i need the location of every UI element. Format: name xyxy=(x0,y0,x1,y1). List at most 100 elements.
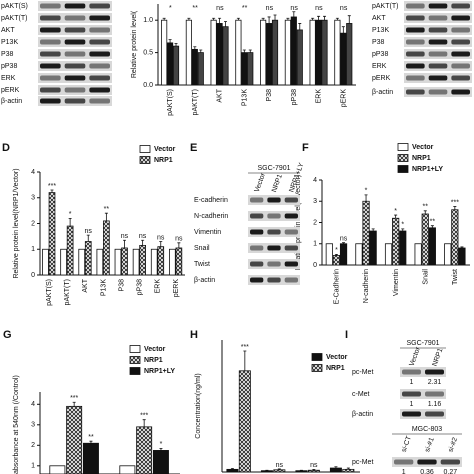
bar xyxy=(421,213,429,266)
blot-band xyxy=(425,369,444,375)
error-bar xyxy=(242,49,246,53)
error-bar xyxy=(460,246,464,248)
blot-band xyxy=(284,229,298,235)
blot-band xyxy=(40,27,61,33)
bar xyxy=(48,192,56,276)
blot-band xyxy=(40,3,61,9)
legend-swatch xyxy=(129,356,141,364)
significance: ns xyxy=(175,236,183,243)
blot-band xyxy=(428,63,448,69)
legend-label: NRP1+LY xyxy=(412,166,443,173)
bar xyxy=(191,48,198,86)
blot-quantification: 1 xyxy=(402,469,406,474)
bar xyxy=(369,230,377,266)
bar xyxy=(355,243,363,266)
bar xyxy=(167,42,174,86)
blot-band xyxy=(451,15,470,21)
x-tick-label: Twist xyxy=(452,269,459,285)
bar xyxy=(238,370,251,473)
x-tick-label: AKT xyxy=(82,278,89,292)
significance: *** xyxy=(241,344,249,351)
error-bar xyxy=(224,21,228,27)
legend-label: NRP1 xyxy=(144,357,163,364)
legend-label: NRP1 xyxy=(412,155,431,162)
bar xyxy=(414,243,422,266)
blot-band xyxy=(406,27,425,33)
bar xyxy=(152,450,169,474)
y-tick-label: 0 xyxy=(31,272,35,279)
bar xyxy=(392,217,400,266)
error-bar xyxy=(430,225,434,228)
bar xyxy=(271,19,279,86)
error-bar xyxy=(159,447,163,451)
blot-row-label: AKT xyxy=(372,15,386,22)
y-axis-label: Relative protein level(NRP1/Vector) xyxy=(13,168,20,278)
blot-band xyxy=(64,27,86,33)
bar xyxy=(260,470,273,473)
panel-label: G xyxy=(3,329,12,341)
legend-swatch xyxy=(311,364,323,372)
blot-row-label: pP38 xyxy=(372,51,388,58)
blot-row-label: P13K xyxy=(1,39,18,46)
blot-row-label: AKT xyxy=(1,27,15,34)
blot-band xyxy=(284,277,298,283)
bar xyxy=(66,405,83,474)
blot-row-label: β-actin xyxy=(352,411,373,418)
bar xyxy=(290,16,297,86)
bar xyxy=(139,244,146,276)
error-bar xyxy=(334,253,338,256)
significance: *** xyxy=(48,183,56,190)
y-tick-label: 4 xyxy=(313,177,317,184)
y-axis-label: ative absorbance at 540nm (/Control) xyxy=(13,375,20,474)
blot-quantification: 1 xyxy=(410,379,414,386)
x-tick-label: E-Cadherin xyxy=(334,269,341,305)
bar xyxy=(119,465,136,474)
error-bar xyxy=(323,15,327,21)
significance: ns xyxy=(340,236,348,243)
bar xyxy=(339,243,348,266)
blot-background xyxy=(400,409,446,419)
legend-label: Vector xyxy=(326,354,348,361)
blot-band xyxy=(402,391,421,397)
panel-label: H xyxy=(190,329,198,341)
blot-band xyxy=(428,75,448,81)
blot-column-label: si-#1 xyxy=(424,437,436,454)
blot-band xyxy=(64,51,86,57)
blot-band xyxy=(402,369,421,375)
bar xyxy=(384,243,393,266)
error-bar xyxy=(347,15,351,24)
blot-band xyxy=(406,75,425,81)
x-tick-label: pAKT(T) xyxy=(192,89,199,115)
x-tick-label: Snail xyxy=(422,269,429,285)
blot-row-label: N-cadherin xyxy=(194,213,228,220)
blot-row-label: β-actin xyxy=(1,98,22,105)
legend-swatch xyxy=(129,367,141,375)
blot-title: MGC-803 xyxy=(412,426,442,433)
bar xyxy=(136,426,153,474)
y-tick-label: 1 xyxy=(31,246,35,253)
x-tick-label: P13K xyxy=(241,89,248,106)
legend-label: Vector xyxy=(144,346,166,353)
blot-band xyxy=(451,39,470,45)
error-bar xyxy=(334,466,338,469)
y-tick-label: 3 xyxy=(313,198,317,205)
significance: ns xyxy=(121,233,129,240)
significance: ** xyxy=(192,5,198,12)
bar xyxy=(295,470,308,473)
x-tick-label: AKT xyxy=(217,88,224,102)
blot-title: SGC-7901 xyxy=(257,165,290,172)
bar xyxy=(346,23,353,86)
blot-row-label: P38 xyxy=(1,51,14,58)
blot-band xyxy=(64,39,86,45)
significance: * xyxy=(401,222,404,229)
blot-band xyxy=(250,229,264,235)
blot-band xyxy=(40,51,61,57)
significance: * xyxy=(394,208,397,215)
blot-row-label: ERK xyxy=(1,75,16,82)
blot-band xyxy=(451,51,470,57)
blot-band xyxy=(406,51,425,57)
error-bar xyxy=(364,194,368,202)
legend-swatch xyxy=(397,154,409,162)
error-bar xyxy=(273,14,277,21)
blot-row-label: P13K xyxy=(372,27,389,34)
